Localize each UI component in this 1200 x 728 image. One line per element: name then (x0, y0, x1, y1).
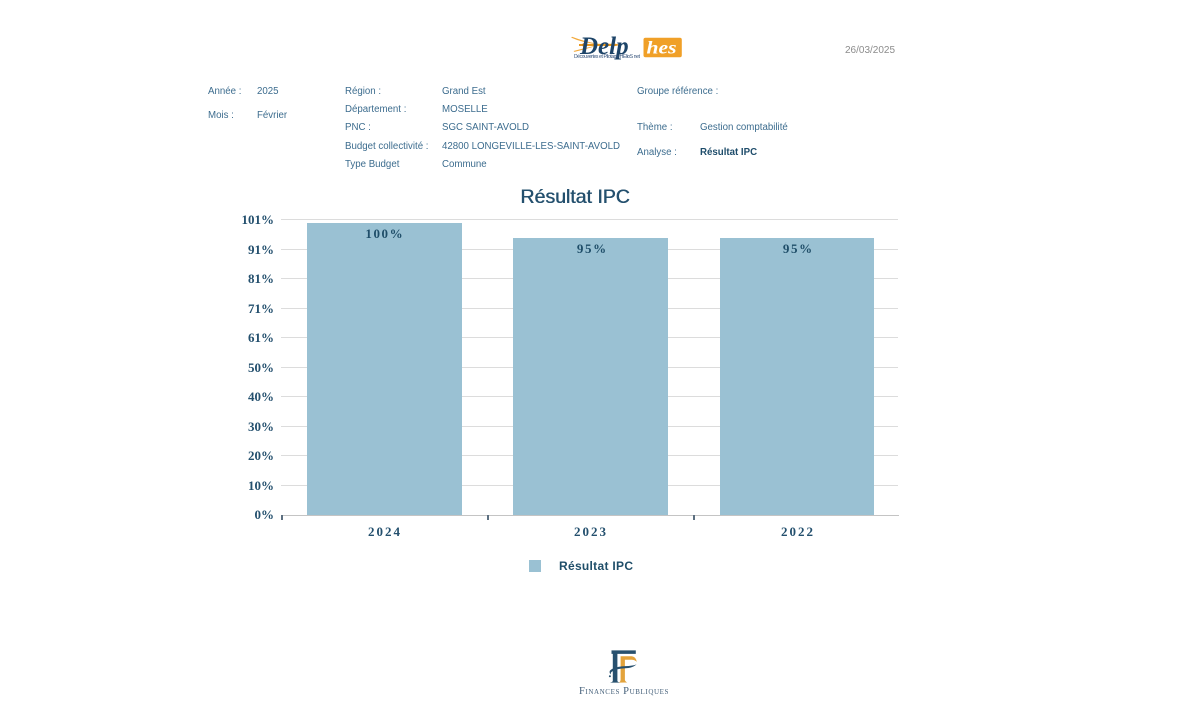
svg-text:hes: hes (647, 38, 677, 58)
svg-text:Découvertes et Pilotage HElioS: Découvertes et Pilotage HElioS net (574, 54, 641, 60)
svg-text:Finances Publiques: Finances Publiques (579, 686, 669, 697)
svg-text:Delp: Delp (579, 33, 629, 60)
